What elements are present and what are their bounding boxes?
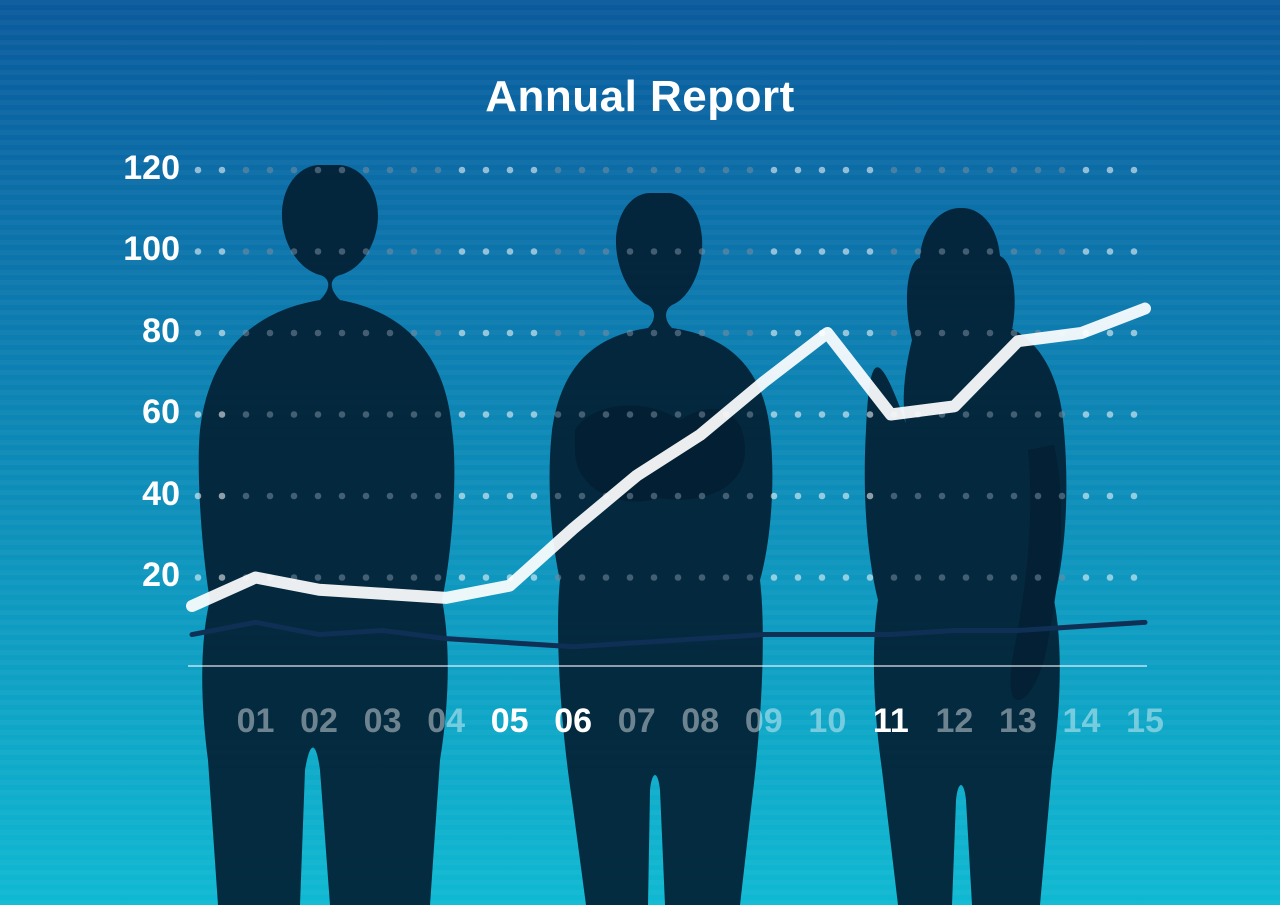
x-tick-label: 01 xyxy=(224,702,288,741)
chart-stage: Annual Report 20 40 60 80 100 120 010203040506… xyxy=(0,0,1280,905)
x-tick-label: 03 xyxy=(351,702,415,741)
x-tick-label: 11 xyxy=(859,702,923,741)
x-tick-label: 02 xyxy=(287,702,351,741)
y-tick-label: 100 xyxy=(100,230,180,269)
x-tick-label: 10 xyxy=(796,702,860,741)
y-tick-label: 40 xyxy=(100,475,180,514)
x-tick-label: 15 xyxy=(1113,702,1177,741)
x-tick-label: 08 xyxy=(669,702,733,741)
x-tick-label: 14 xyxy=(1050,702,1114,741)
x-tick-label: 05 xyxy=(478,702,542,741)
chart-layer xyxy=(0,0,1280,905)
x-tick-label: 04 xyxy=(414,702,478,741)
y-tick-label: 20 xyxy=(100,556,180,595)
x-tick-label: 07 xyxy=(605,702,669,741)
x-tick-label: 13 xyxy=(986,702,1050,741)
y-tick-label: 80 xyxy=(100,312,180,351)
x-tick-label: 06 xyxy=(541,702,605,741)
x-tick-label: 09 xyxy=(732,702,796,741)
x-tick-label: 12 xyxy=(923,702,987,741)
y-tick-label: 60 xyxy=(100,393,180,432)
chart-title: Annual Report xyxy=(0,72,1280,122)
y-tick-label: 120 xyxy=(100,149,180,188)
